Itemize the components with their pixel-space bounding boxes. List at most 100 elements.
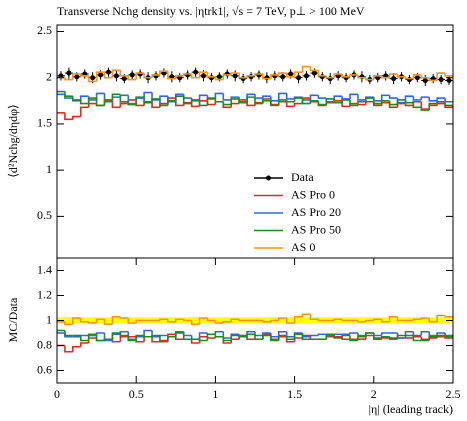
histogram-step [357, 74, 366, 79]
histogram-step [317, 333, 327, 336]
histogram-step [214, 98, 224, 103]
data-point [105, 69, 111, 75]
histogram-step [436, 100, 446, 104]
histogram-step [127, 331, 137, 341]
histogram-step [428, 335, 438, 341]
data-point [256, 72, 262, 78]
histogram-step [167, 319, 176, 323]
histogram-step [175, 318, 184, 322]
data-point [296, 75, 302, 81]
histogram-step [143, 73, 153, 79]
histogram-step [365, 334, 374, 340]
histogram-step [206, 336, 216, 339]
histogram-step [285, 99, 295, 103]
histogram-step [341, 336, 351, 341]
histogram-step [103, 319, 113, 326]
histogram-step [246, 93, 255, 102]
histogram-step [270, 335, 279, 342]
data-point [359, 74, 365, 80]
histogram-step [198, 317, 208, 325]
histogram-step [412, 318, 422, 321]
histogram-step [365, 97, 374, 102]
histogram-step [428, 102, 438, 111]
histogram-step [135, 319, 145, 323]
histogram-step [190, 320, 200, 326]
histogram-step [309, 94, 319, 100]
histogram-step [373, 333, 382, 339]
y-tick-label: 1.4 [37, 262, 52, 276]
histogram-step [111, 333, 121, 341]
histogram-step [317, 100, 327, 106]
histogram-step [341, 96, 351, 100]
histogram-step [159, 318, 168, 321]
histogram-step [151, 101, 160, 109]
histogram-step [396, 334, 406, 338]
histogram-step [143, 97, 153, 104]
histogram-step [64, 330, 73, 337]
histogram-step [198, 71, 208, 78]
histogram-step [64, 91, 73, 97]
histogram-step [135, 97, 145, 104]
histogram-step [388, 100, 398, 106]
histogram-step [206, 100, 216, 106]
histogram-step [270, 74, 279, 79]
histogram-step [246, 333, 255, 337]
histogram-step [325, 335, 335, 340]
histogram-step [111, 93, 121, 100]
histogram-step [388, 315, 398, 322]
data-point [232, 73, 238, 79]
y-tick-label: 0.5 [37, 208, 52, 222]
histogram-step [87, 75, 97, 83]
data-point [193, 69, 199, 75]
histogram-step [412, 335, 422, 342]
histogram-step [111, 69, 121, 78]
data-point [201, 73, 207, 79]
legend-label: Data [291, 170, 314, 184]
histogram-step [444, 101, 453, 107]
data-point [74, 74, 80, 80]
histogram-step [238, 334, 248, 337]
histogram-step [428, 77, 438, 82]
histogram-step [333, 333, 343, 336]
data-point [98, 72, 104, 78]
histogram-step [206, 72, 216, 78]
histogram-step [412, 331, 422, 337]
histogram-step [159, 98, 168, 107]
histogram-step [396, 316, 406, 322]
histogram-step [119, 94, 129, 103]
histogram-step [72, 317, 81, 325]
data-point [248, 74, 254, 80]
histogram-step [357, 333, 366, 337]
histogram-step [222, 320, 232, 323]
data-point [264, 75, 270, 81]
histogram-step [380, 319, 390, 323]
histogram-step [95, 71, 105, 82]
histogram-step [190, 102, 200, 108]
histogram-step [143, 329, 153, 337]
histogram-step [436, 72, 446, 81]
histogram-step [143, 335, 153, 338]
histogram-step [293, 102, 303, 107]
histogram-step [404, 95, 414, 103]
histogram-step [373, 75, 382, 80]
histogram-step [357, 100, 366, 106]
data-point [446, 77, 452, 83]
histogram-step [436, 102, 446, 106]
data-point [422, 77, 428, 83]
histogram-step [309, 314, 319, 321]
histogram-step [277, 335, 287, 340]
histogram-step [64, 112, 73, 121]
data-point [90, 75, 96, 81]
histogram-step [79, 106, 89, 117]
histogram-step [301, 65, 311, 73]
histogram-step [420, 96, 430, 100]
histogram-step [190, 74, 200, 79]
histogram-step [317, 319, 327, 322]
histogram-step [373, 98, 382, 105]
histogram-step [103, 338, 113, 341]
histogram-step [95, 334, 105, 342]
histogram-step [373, 318, 382, 321]
histogram-step [119, 333, 129, 337]
data-point [288, 71, 294, 77]
histogram-step [341, 74, 351, 78]
